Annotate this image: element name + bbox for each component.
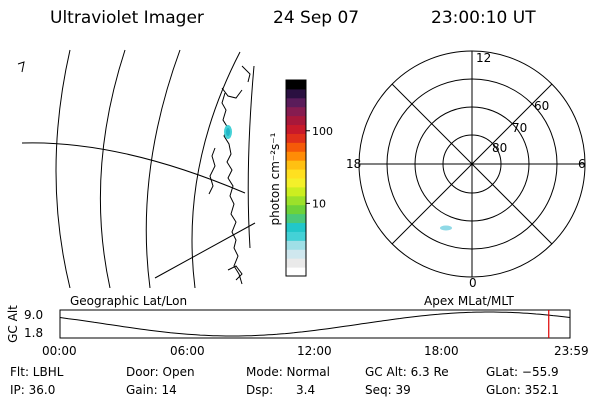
- colorbar-frame: [285, 79, 307, 277]
- colorbar-cell: [286, 213, 306, 224]
- aurora-patch: [226, 128, 230, 136]
- colorbar-cell: [286, 142, 306, 152]
- colorbar-cell: [286, 249, 306, 259]
- map-coastline: [227, 265, 243, 281]
- door-status: Door: Open: [126, 365, 195, 379]
- x-tick-1200: 12:00: [297, 344, 332, 358]
- geographic-label: Geographic Lat/Lon: [70, 294, 188, 308]
- map-grid-arc: [145, 49, 181, 288]
- colorbar-cell: [286, 133, 306, 143]
- colorbar-cell: [286, 160, 306, 170]
- filter-status: Flt: LBHL: [10, 365, 64, 379]
- ip-status: IP: 36.0: [10, 383, 56, 397]
- colorbar: 100 10: [285, 79, 333, 277]
- dsp-status: Dsp: 3.4: [246, 383, 316, 397]
- colorbar-tick-label: 10: [312, 197, 326, 210]
- orbit-altitude-curve: [59, 311, 571, 337]
- gc-alt-axis-label: GC Alt: [5, 305, 20, 343]
- colorbar-cell: [286, 97, 306, 108]
- y-tick-min: 1.8: [24, 326, 44, 340]
- colorbar-cell: [286, 222, 306, 232]
- colorbar-cell: [286, 88, 306, 99]
- colorbar-cell: [286, 106, 306, 117]
- x-tick-2359: 23:59: [554, 344, 589, 358]
- polar-plot: 12 18 6 0 60 70 80: [346, 50, 586, 290]
- map-coastline: [221, 92, 243, 285]
- colorbar-cell: [286, 204, 306, 215]
- x-tick-0600: 06:00: [170, 344, 205, 358]
- gain-status: Gain: 14: [126, 383, 177, 397]
- x-tick-0000: 00:00: [42, 344, 77, 358]
- glat-status: GLat: −55.9: [486, 365, 559, 379]
- map-grid-arc: [191, 51, 241, 288]
- lat-label-70: 70: [512, 121, 527, 135]
- date-label: 24 Sep 07: [273, 8, 360, 28]
- mlt-label-0: 0: [469, 276, 477, 290]
- timeline-frame: [59, 309, 571, 339]
- colorbar-cell: [286, 169, 306, 179]
- map-grid-arc: [247, 65, 255, 249]
- lat-label-80: 80: [492, 141, 507, 155]
- time-label: 23:00:10 UT: [431, 8, 536, 28]
- colorbar-cell: [286, 151, 306, 161]
- mlt-label-18: 18: [346, 157, 361, 171]
- map-grid-line: [154, 222, 256, 279]
- seq-status: Seq: 39: [365, 383, 411, 397]
- instrument-title: Ultraviolet Imager: [50, 8, 204, 28]
- colorbar-tick-label: 100: [312, 125, 333, 138]
- lat-label-60: 60: [534, 99, 549, 113]
- colorbar-cell: [286, 186, 306, 197]
- colorbar-cell: [286, 124, 306, 134]
- colorbar-cell: [286, 240, 306, 250]
- colorbar-cell: [286, 115, 306, 126]
- geographic-map: [17, 49, 256, 288]
- colorbar-cell: [286, 195, 306, 206]
- glon-status: GLon: 352.1: [486, 383, 559, 397]
- mlt-label-6: 6: [578, 157, 586, 171]
- colorbar-label: photon cm⁻²s⁻¹: [268, 132, 282, 226]
- map-coastline: [241, 65, 251, 83]
- map-coastline: [17, 61, 25, 73]
- map-grid-line: [21, 142, 246, 194]
- map-coastline: [208, 147, 216, 195]
- orbit-timeline: [59, 309, 571, 339]
- aurora-patch: [440, 225, 452, 231]
- colorbar-cell: [286, 258, 306, 268]
- gc-alt-status: GC Alt: 6.3 Re: [365, 365, 449, 379]
- polar-axis: [391, 83, 553, 245]
- mode-status: Mode: Normal: [246, 365, 330, 379]
- x-tick-1800: 18:00: [424, 344, 459, 358]
- mlt-label-12: 12: [476, 51, 491, 65]
- apex-label: Apex MLat/MLT: [424, 294, 514, 308]
- map-grid-arc: [99, 49, 126, 288]
- y-tick-max: 9.0: [24, 308, 44, 322]
- colorbar-cell: [286, 267, 306, 277]
- map-coastline: [221, 87, 243, 99]
- colorbar-cell: [286, 231, 306, 241]
- colorbar-cell: [286, 178, 306, 188]
- colorbar-cell: [286, 80, 306, 90]
- map-grid-arc: [55, 49, 71, 288]
